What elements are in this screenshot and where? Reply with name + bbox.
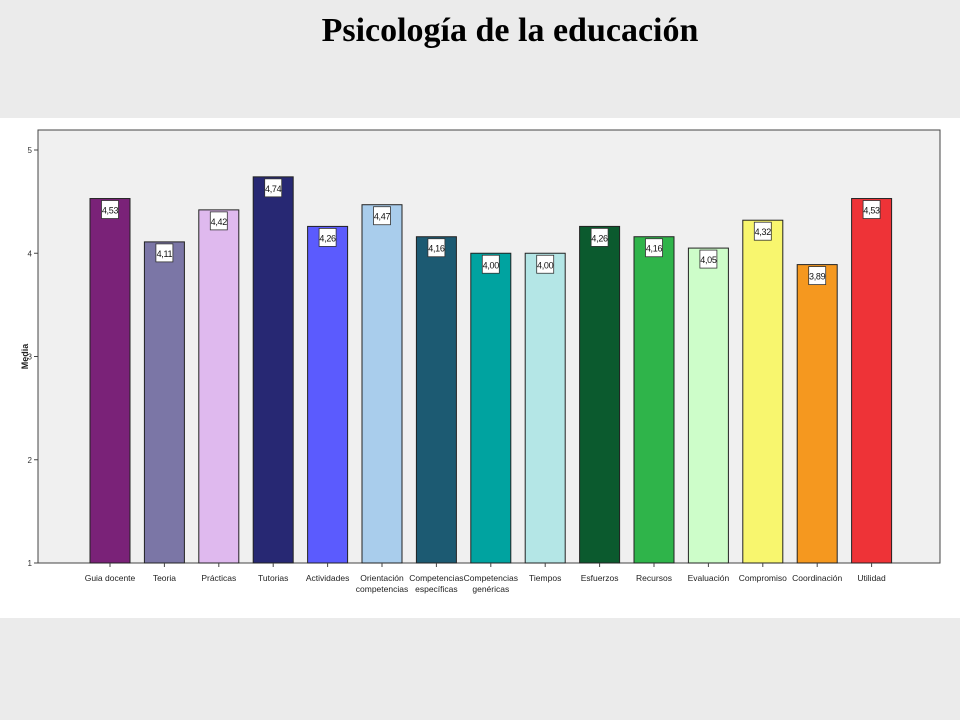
x-tick-label-line: Evaluación xyxy=(688,573,730,583)
data-label-box xyxy=(645,238,663,258)
data-label-box xyxy=(155,243,174,263)
data-label: 4,05 xyxy=(700,255,717,265)
bar xyxy=(470,252,512,564)
data-label-box xyxy=(536,254,555,274)
x-tick-label: Competencias genéricas xyxy=(464,573,518,594)
x-tick-label: Teoria xyxy=(153,573,176,583)
x-tick-label-line: Utilidad xyxy=(857,573,886,583)
data-label: 4,42 xyxy=(211,217,228,227)
x-tick-label-line: Coordinación xyxy=(792,573,842,583)
x-tick-label: Tiempos xyxy=(529,573,561,583)
x-tick-label: Prácticas xyxy=(201,573,236,583)
data-label-box xyxy=(481,254,500,274)
x-tick-label-line: Recursos xyxy=(636,573,672,583)
bar xyxy=(579,225,621,564)
y-tick-label: 1 xyxy=(28,559,33,568)
bar xyxy=(143,241,185,564)
bar xyxy=(252,176,294,564)
x-tick-label-line: específicas xyxy=(415,584,458,594)
y-axis-label: Media xyxy=(20,343,30,370)
bar xyxy=(198,209,240,564)
data-label: 4,53 xyxy=(102,206,119,216)
chart-panel: 1 2 3 4 5 Media 4,53 Guia docente 4,11 Teoria 4,42… xyxy=(0,118,960,618)
data-label: 4,11 xyxy=(157,249,173,259)
data-label-box xyxy=(590,228,609,247)
data-label-box xyxy=(427,238,446,258)
bar xyxy=(633,236,675,564)
x-tick-label-line: competencias xyxy=(356,584,408,594)
bar xyxy=(89,198,131,564)
x-tick-label: Tutorias xyxy=(258,573,288,583)
data-label: 3,89 xyxy=(809,272,826,282)
data-label-box xyxy=(209,211,228,231)
bar xyxy=(307,225,349,564)
data-label-box xyxy=(318,228,337,247)
slide-title: Psicología de la educación xyxy=(321,12,699,49)
data-label: 4,00 xyxy=(483,260,500,270)
data-label-box xyxy=(101,200,119,219)
x-tick-label-line: Actividades xyxy=(306,573,349,583)
x-tick-label: Orientación competencias xyxy=(356,573,408,594)
bar xyxy=(687,247,729,564)
x-tick-label-line: Prácticas xyxy=(201,573,236,583)
x-tick-label: Utilidad xyxy=(857,573,886,583)
x-tick-label: Compromiso xyxy=(739,573,787,583)
data-label-box xyxy=(753,221,772,241)
data-label: 4,16 xyxy=(428,244,445,254)
x-tick-label-line: Esfuerzos xyxy=(581,573,619,583)
x-tick-label: Guia docente xyxy=(85,573,136,583)
y-tick-label: 3 xyxy=(28,353,33,362)
x-tick-label-line: Compromiso xyxy=(739,573,787,583)
data-label-box xyxy=(862,200,881,219)
x-tick-label-line: Orientación xyxy=(360,573,404,583)
data-label: 4,26 xyxy=(319,233,336,243)
x-tick-label: Competencias específicas xyxy=(409,573,463,594)
data-label: 4,47 xyxy=(374,212,391,222)
x-tick-label-line: Tiempos xyxy=(529,573,561,583)
x-tick-label: Evaluación xyxy=(688,573,730,583)
x-tick-label: Coordinación xyxy=(792,573,842,583)
x-tick-label: Actividades xyxy=(306,573,349,583)
x-tick-label-line: Competencias xyxy=(464,573,518,583)
bar xyxy=(742,219,784,564)
bar xyxy=(851,198,893,564)
data-label: 4,32 xyxy=(755,227,772,237)
x-tick-label-line: Competencias xyxy=(409,573,463,583)
data-label: 4,26 xyxy=(591,233,608,243)
y-tick-label: 4 xyxy=(28,249,33,258)
x-tick-label-line: Teoria xyxy=(153,573,176,583)
data-label: 4,74 xyxy=(265,184,282,194)
x-tick-label-line: Guia docente xyxy=(85,573,136,583)
bar xyxy=(361,204,403,564)
bar xyxy=(524,252,566,564)
x-tick-label: Recursos xyxy=(636,573,672,583)
bar xyxy=(415,236,457,564)
y-tick-label: 5 xyxy=(28,146,33,155)
bar-chart: 1 2 3 4 5 Media 4,53 Guia docente 4,11 Teoria 4,42… xyxy=(20,129,941,594)
data-label: 4,00 xyxy=(537,260,554,270)
x-tick-label-line: Tutorias xyxy=(258,573,288,583)
data-label: 4,53 xyxy=(863,206,880,216)
data-label: 4,16 xyxy=(646,244,663,254)
x-tick-label-line: genéricas xyxy=(472,584,509,594)
x-tick-label: Esfuerzos xyxy=(581,573,619,583)
data-label-box xyxy=(373,206,391,226)
data-label-box xyxy=(808,266,827,286)
data-label-box xyxy=(699,249,718,269)
data-label-box xyxy=(264,178,283,198)
y-tick-label: 2 xyxy=(28,456,33,465)
bar xyxy=(796,264,838,564)
